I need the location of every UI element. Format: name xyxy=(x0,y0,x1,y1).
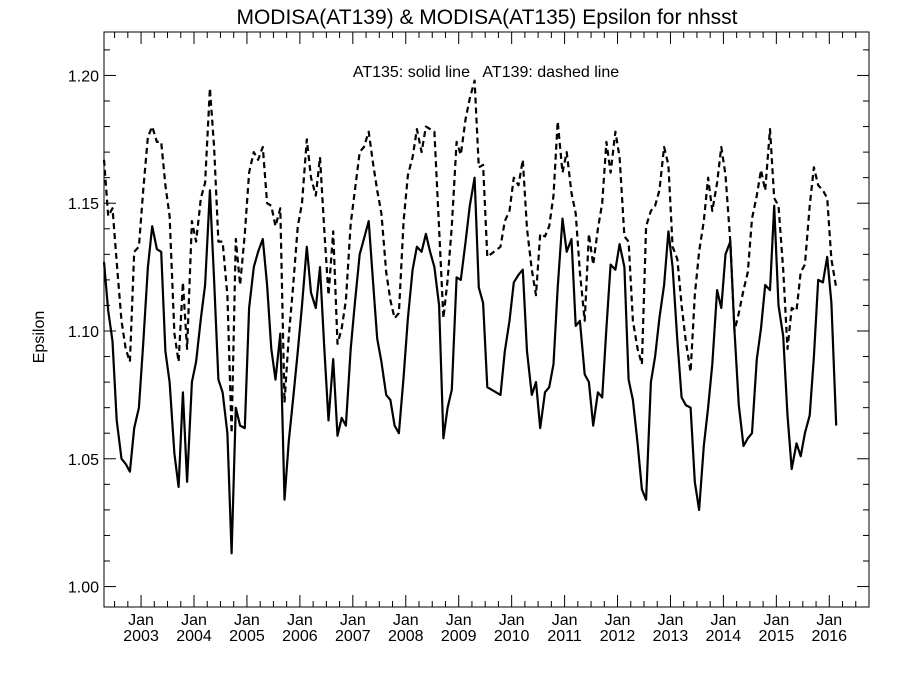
x-tick-year-label: 2009 xyxy=(441,628,477,645)
x-tick-month-label: Jan xyxy=(287,612,313,629)
x-tick-year-label: 2006 xyxy=(282,628,318,645)
chart-title: MODISA(AT139) & MODISA(AT135) Epsilon fo… xyxy=(236,6,737,29)
plot-frame xyxy=(103,31,870,608)
x-tick-year-label: 2016 xyxy=(811,628,847,645)
x-tick-year-label: 2004 xyxy=(176,628,212,645)
y-tick-label: 1.05 xyxy=(68,452,99,469)
x-tick-year-label: 2007 xyxy=(335,628,371,645)
x-tick-month-label: Jan xyxy=(128,612,154,629)
x-tick-month-label: Jan xyxy=(340,612,366,629)
x-tick-year-label: 2008 xyxy=(388,628,424,645)
x-tick-year-label: 2012 xyxy=(600,628,636,645)
x-tick-year-label: 2003 xyxy=(123,628,159,645)
x-tick-month-label: Jan xyxy=(711,612,737,629)
y-tick-label: 1.20 xyxy=(68,68,99,85)
x-tick-year-label: 2015 xyxy=(759,628,795,645)
y-axis-label: Epsilon xyxy=(31,311,48,363)
x-tick-month-label: Jan xyxy=(446,612,472,629)
x-tick-month-label: Jan xyxy=(393,612,419,629)
series-line-at135 xyxy=(102,176,838,555)
x-tick-year-label: 2014 xyxy=(706,628,742,645)
x-tick-month-label: Jan xyxy=(181,612,207,629)
x-axis: Jan2003Jan2004Jan2005Jan2006Jan2007Jan20… xyxy=(114,32,857,645)
y-tick-label: 1.15 xyxy=(68,196,99,213)
x-tick-year-label: 2010 xyxy=(494,628,530,645)
x-tick-year-label: 2011 xyxy=(547,628,582,645)
x-tick-year-label: 2005 xyxy=(229,628,265,645)
y-axis: 1.00 1.05 1.10 1.15 1.20 xyxy=(68,49,869,597)
y-tick-label: 1.10 xyxy=(68,324,99,341)
series-line-at139 xyxy=(102,79,838,435)
x-tick-month-label: Jan xyxy=(499,612,525,629)
x-tick-year-label: 2013 xyxy=(653,628,689,645)
x-tick-month-label: Jan xyxy=(605,612,631,629)
y-tick-label: 1.00 xyxy=(68,580,99,597)
x-tick-month-label: Jan xyxy=(763,612,789,629)
x-tick-month-label: Jan xyxy=(816,612,842,629)
x-tick-month-label: Jan xyxy=(658,612,684,629)
series-lines xyxy=(102,79,838,555)
x-tick-month-label: Jan xyxy=(552,612,578,629)
legend-text: AT135: solid line AT139: dashed line xyxy=(353,64,619,81)
x-tick-month-label: Jan xyxy=(234,612,260,629)
